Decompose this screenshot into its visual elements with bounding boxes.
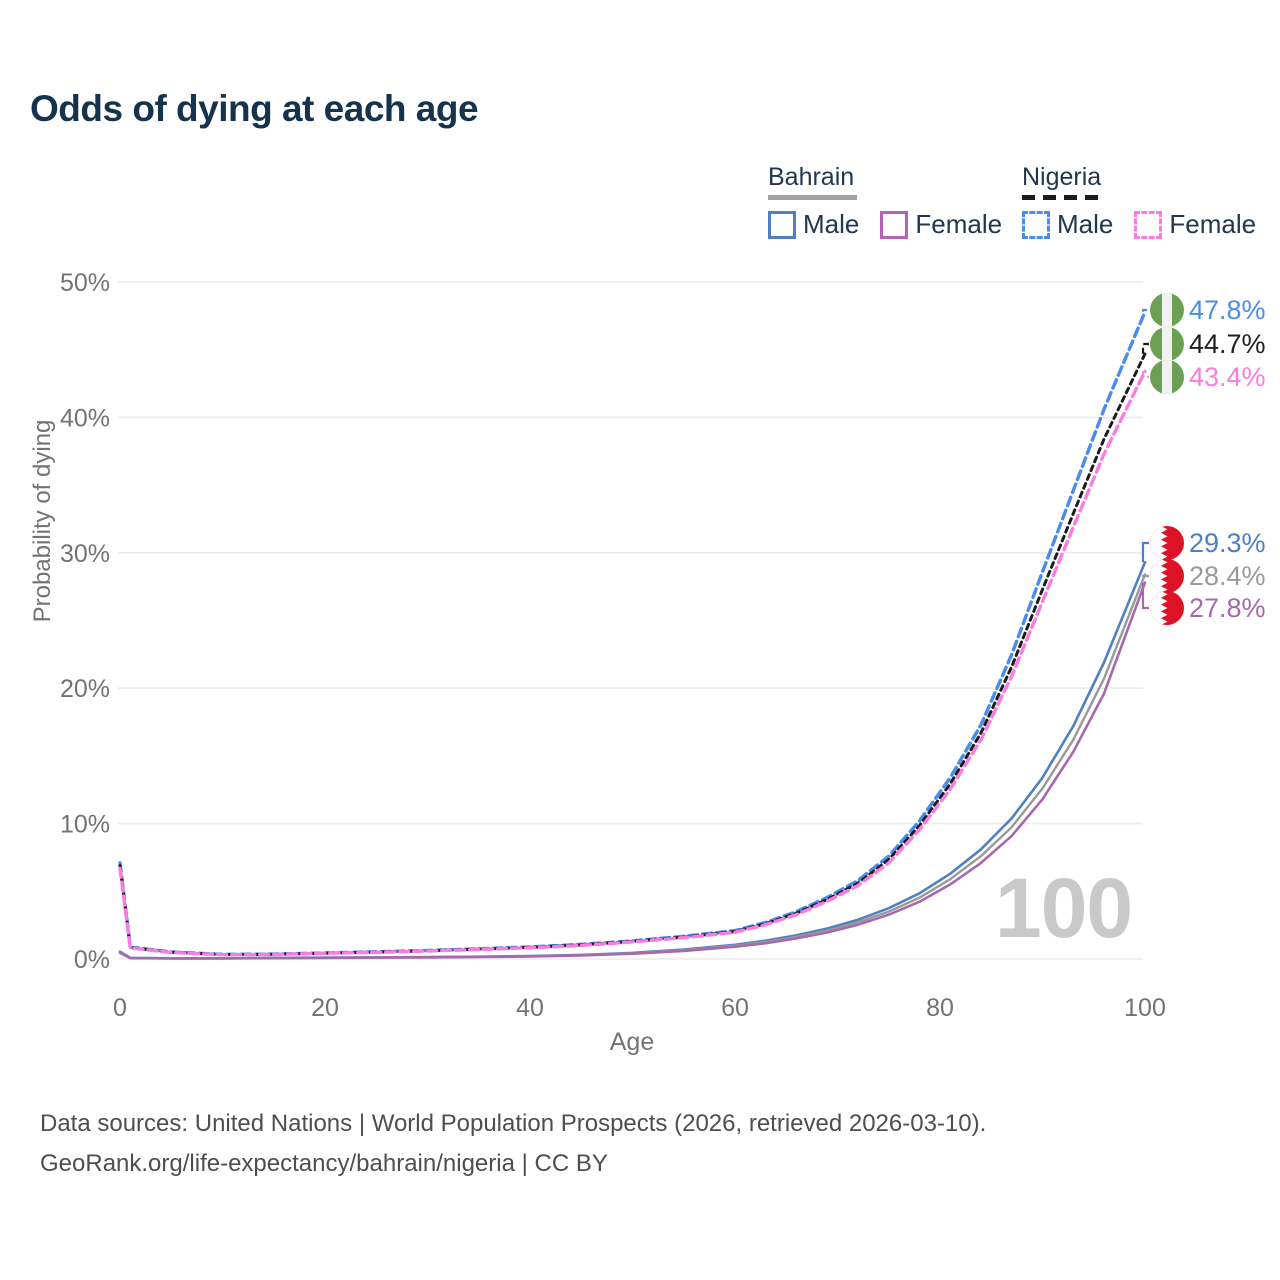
x-tick-label: 20 <box>311 994 339 1022</box>
nigeria-flag-icon <box>1150 360 1184 394</box>
label-connector <box>1141 574 1149 578</box>
attribution-text: GeoRank.org/life-expectancy/bahrain/nige… <box>40 1150 608 1177</box>
nigeria-line-style-sample <box>1022 195 1106 200</box>
end-label-value: 44.7% <box>1189 329 1266 359</box>
x-tick-label: 0 <box>113 994 127 1022</box>
end-label-nigeria-female: 43.4% <box>1150 360 1266 394</box>
label-connector <box>1141 582 1149 610</box>
x-axis-title: Age <box>609 1028 655 1056</box>
end-label-value: 27.8% <box>1189 593 1266 623</box>
x-tick-label: 80 <box>926 994 954 1022</box>
legend-item-label: Male <box>803 209 860 239</box>
x-tick-label: 60 <box>721 994 749 1022</box>
legend-item-bahrain-female: Female <box>880 209 1002 240</box>
y-tick-label: 40% <box>60 404 110 432</box>
legend-item-label: Female <box>1169 209 1257 239</box>
legend-group-title: Nigeria <box>1022 163 1102 191</box>
bahrain-flag-icon <box>1150 559 1184 593</box>
label-connector <box>1141 541 1149 563</box>
series-line-nigeria-female <box>118 369 1147 957</box>
legend-item-nigeria-female: Female <box>1134 209 1256 240</box>
y-tick-label: 50% <box>60 269 110 297</box>
legend-item-nigeria-male: Male <box>1022 209 1113 240</box>
legend-group-bahrain: Bahrain Male Female <box>768 163 1002 240</box>
y-tick-label: 20% <box>60 675 110 703</box>
end-label-value: 29.3% <box>1189 528 1266 558</box>
end-label-value: 43.4% <box>1189 362 1266 392</box>
nigeria-flag-icon <box>1150 293 1184 327</box>
x-tick-label: 100 <box>1124 994 1166 1022</box>
data-sources-text: Data sources: United Nations | World Pop… <box>40 1110 987 1137</box>
line-chart-plot: 0% 10% 20% 30% 40% 50% 0 20 40 60 80 100 <box>60 269 1166 1022</box>
end-label-bahrain-male: 29.3% <box>1150 526 1266 560</box>
nigeria-female-swatch-icon <box>1134 210 1163 239</box>
nigeria-flag-icon <box>1150 327 1184 361</box>
series-line-nigeria-both-sexes <box>118 352 1147 956</box>
label-connector <box>1141 308 1149 312</box>
end-label-nigeria-both-sexes: 44.7% <box>1150 327 1266 361</box>
series-line-bahrain-male <box>118 560 1147 960</box>
end-label-bahrain-female: 27.8% <box>1150 591 1266 625</box>
bahrain-female-swatch-icon <box>880 210 909 239</box>
legend-item-label: Female <box>915 209 1003 239</box>
nigeria-male-swatch-icon <box>1022 210 1050 239</box>
y-tick-label: 30% <box>60 540 110 568</box>
page-title: Odds of dying at each age <box>30 88 479 129</box>
legend-group-title: Bahrain <box>768 163 855 191</box>
series-line-nigeria-male <box>118 310 1147 957</box>
end-label-value: 47.8% <box>1189 295 1266 325</box>
series-line-bahrain-female <box>118 581 1147 960</box>
bahrain-male-swatch-icon <box>768 210 796 239</box>
legend-group-nigeria: Nigeria Male Female <box>1022 163 1256 240</box>
y-tick-label: 0% <box>74 946 110 974</box>
y-tick-label: 10% <box>60 811 110 839</box>
bahrain-flag-icon <box>1150 591 1184 625</box>
series-line-bahrain-both-sexes <box>118 573 1147 960</box>
age-100-watermark: 100 <box>995 861 1133 955</box>
end-label-value: 28.4% <box>1189 561 1266 591</box>
label-connector <box>1141 371 1149 379</box>
end-label-nigeria-male: 47.8% <box>1150 293 1266 327</box>
label-connector <box>1141 342 1149 354</box>
legend-item-bahrain-male: Male <box>768 209 859 240</box>
bahrain-flag-icon <box>1150 526 1184 560</box>
legend-item-label: Male <box>1057 209 1114 239</box>
end-label-bahrain-both-sexes: 28.4% <box>1150 559 1266 593</box>
bahrain-line-style-sample <box>768 195 857 200</box>
x-tick-label: 40 <box>516 994 544 1022</box>
